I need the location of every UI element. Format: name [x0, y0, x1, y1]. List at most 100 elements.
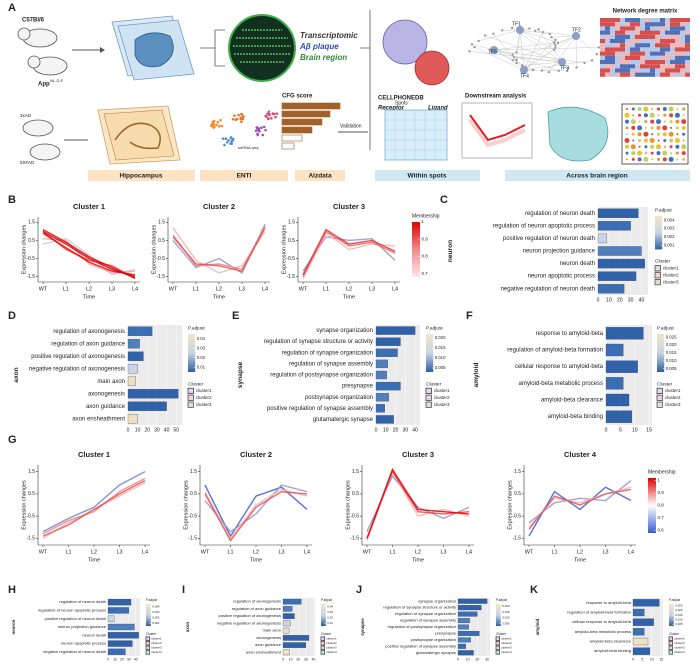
edge [575, 35, 597, 55]
matrix-dot [638, 113, 642, 117]
category-label: postsynapse organization [305, 395, 373, 401]
matrix-dot [656, 144, 661, 150]
heatmap-cell [655, 18, 660, 23]
node [548, 32, 552, 36]
colorbar-tick-label: 0.001 [664, 242, 675, 247]
matrix-dot [682, 132, 686, 136]
y-tick-label: 1.5 [288, 220, 295, 226]
x-tick-label: WT [299, 286, 308, 292]
heatmap-cell [635, 64, 640, 69]
legend-swatch [425, 394, 432, 401]
legend-title: Cluster [657, 381, 673, 387]
legend-swatch [320, 650, 325, 655]
heatmap-cell [615, 26, 620, 31]
cfg-bar [281, 110, 331, 118]
category-label: neuron death [560, 261, 595, 267]
series-line [42, 230, 136, 278]
heatmap-cell [635, 34, 640, 39]
heatmap-cell [605, 51, 610, 56]
tf-label: TF2 [572, 27, 581, 33]
y-tick-label: 1.5 [28, 220, 35, 226]
x-tick-label: 30 [304, 657, 308, 661]
category-label: amyloid-beta binding [594, 648, 631, 653]
hub-node [572, 32, 580, 40]
category-label: amyloid-beta binding [548, 414, 603, 420]
heatmap-cell [605, 68, 610, 73]
heatmap-cell [615, 43, 620, 48]
bar [127, 401, 167, 411]
heatmap-cell [630, 18, 635, 23]
y-tick-label: -1.5 [350, 536, 359, 542]
heatmap-cell [635, 72, 640, 77]
heatmap-cell [600, 55, 605, 60]
umap-dot [270, 116, 273, 120]
bar [107, 623, 135, 631]
heatmap-cell [655, 64, 660, 69]
colorbar-tick-label: 0.02 [197, 355, 206, 360]
heatmap-cell [645, 18, 650, 23]
node [534, 29, 537, 33]
colorbar [655, 216, 663, 250]
umap-dot [266, 117, 270, 121]
colorbar [188, 334, 196, 372]
colorbar-tick-label: 0.020 [435, 335, 446, 340]
bar [597, 258, 645, 269]
colorbar [146, 604, 151, 627]
modality: Aβ plaque [299, 42, 339, 51]
x-tick-label: 5 [641, 657, 643, 661]
heatmap-cell [670, 64, 675, 69]
edge [474, 46, 525, 71]
x-tick-label: L3 [602, 549, 608, 555]
bar [457, 618, 470, 624]
heatmap-cell [600, 18, 605, 23]
x-tick-label: 5 [619, 428, 622, 434]
heatmap-cell [605, 26, 610, 31]
section-band [88, 170, 195, 181]
heatmap-cell [675, 72, 680, 77]
y-tick-label: -1.5 [512, 536, 521, 542]
snrna-label: snRNA-seq [238, 145, 258, 150]
y-tick-label: -0.5 [286, 256, 295, 262]
matrix-dot [626, 158, 628, 161]
heatmap-cell [630, 26, 635, 31]
heatmap-cell [625, 30, 630, 35]
legend-swatch [145, 650, 150, 655]
bar [375, 359, 388, 369]
tf-label: TF4 [520, 73, 529, 79]
category-label: axon guidance [255, 642, 282, 647]
legend-label: cluster2 [501, 641, 512, 645]
matrix-dot [650, 151, 654, 155]
heatmap-cell [635, 18, 640, 23]
bar [127, 414, 138, 424]
receptor-label: Receptor [378, 106, 405, 112]
section-label: Within spots [408, 173, 447, 180]
bar [597, 271, 637, 281]
matrix-dot [644, 120, 648, 124]
colorbar-title: P.adjust [321, 598, 332, 602]
bar [605, 327, 644, 340]
heatmap-cell [620, 64, 625, 69]
colorbar [496, 604, 501, 627]
heatmap-cell [615, 18, 620, 23]
colorbar-title: Membership [412, 213, 440, 219]
matrix-dot [657, 114, 660, 117]
heatmap-cell [620, 51, 625, 56]
legend-label: cluster2 [674, 641, 685, 645]
y-axis-title: axon [185, 622, 190, 633]
heatmap-cell [610, 43, 615, 48]
slide [103, 109, 175, 161]
bracket [200, 29, 225, 67]
category-label: synapse organization [418, 598, 456, 603]
legend-title: Cluster [669, 632, 680, 636]
umap-dot [240, 112, 243, 116]
heatmap-cell [660, 60, 665, 65]
x-tick-label: L4 [304, 549, 310, 555]
legend-swatch [145, 645, 150, 651]
category-label: positive regulation of axonogenesis [31, 354, 125, 360]
category-label: presynapse [435, 631, 456, 636]
bar [127, 364, 138, 374]
bar [632, 647, 651, 655]
heatmap-cell [625, 26, 630, 31]
matrix-dot [649, 138, 655, 143]
heatmap-cell [680, 18, 685, 23]
